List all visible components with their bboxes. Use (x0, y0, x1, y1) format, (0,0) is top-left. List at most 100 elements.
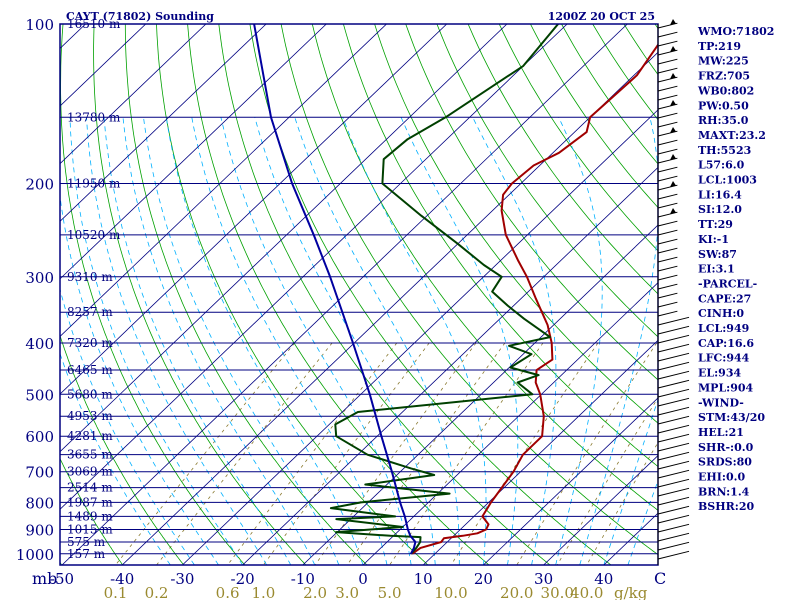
dry-adiabat-line (60, 334, 185, 565)
wind-barb (657, 406, 690, 416)
chart-title: CAYT (71802) Sounding (66, 10, 214, 23)
isotherm-line (61, 24, 628, 565)
wind-barb (657, 352, 690, 362)
index-entry: L57:6.0 (698, 159, 745, 172)
index-entry: WB0:802 (697, 84, 754, 97)
mixing-ratio-tick-label: 3.0 (335, 584, 359, 600)
isotherms (60, 24, 658, 565)
index-entry: SI:12.0 (698, 203, 742, 216)
parcel-profile (253, 24, 417, 555)
index-entry: HEL:21 (698, 426, 744, 439)
index-entry: CAP:16.6 (698, 337, 754, 350)
wind-barb (657, 121, 678, 128)
index-entry: KI:-1 (698, 233, 729, 246)
index-entry: EI:3.1 (698, 263, 735, 276)
mixing-ratio-line (156, 342, 333, 565)
wind-barb (657, 238, 678, 245)
temperature-tick-label: -10 (291, 570, 315, 588)
wind-barb (657, 274, 678, 281)
wind-barb (657, 301, 678, 308)
temperature-tick-label: -40 (110, 570, 134, 588)
mixing-ratio-line (263, 342, 430, 565)
height-label: 6465 m (67, 363, 113, 377)
height-label: 1015 m (67, 523, 113, 537)
height-label: 13780 m (67, 110, 121, 124)
wind-barb (657, 310, 678, 317)
wind-pennant (670, 100, 676, 106)
height-label: 4281 m (67, 429, 113, 443)
wind-barb (657, 370, 690, 380)
pressure-unit-label: mb (32, 569, 57, 588)
wind-barb (657, 67, 678, 74)
index-entry: LCL:949 (698, 322, 749, 335)
index-entry: STM:43/20 (698, 411, 765, 424)
wind-barb (657, 220, 678, 227)
height-label: 7320 m (67, 336, 113, 350)
wind-barb (657, 343, 690, 353)
wind-barb (657, 85, 678, 92)
dry-adiabat-line (467, 24, 658, 295)
wind-barb (657, 397, 690, 407)
dry-adiabat-line (187, 24, 490, 565)
dewpoint-profile (329, 24, 559, 555)
index-entry: TP:219 (698, 40, 741, 53)
index-entry: BRN:1.4 (698, 485, 750, 498)
wind-barb (657, 256, 678, 263)
plot-background (60, 24, 658, 565)
wind-barb (657, 523, 690, 533)
height-label: 11950 m (67, 176, 121, 190)
height-label: 3655 m (67, 448, 113, 462)
dry-adiabat-line (93, 24, 307, 565)
index-entry: MPL:904 (698, 381, 754, 394)
index-entry: LFC:944 (698, 352, 750, 365)
isotherm-line (60, 24, 207, 165)
wind-pennant (670, 154, 676, 160)
pressure-tick-label: 600 (25, 428, 54, 446)
index-entry: SW:87 (698, 248, 737, 261)
height-label: 157 m (67, 547, 106, 561)
wind-barb (657, 433, 690, 443)
wind-barb (657, 424, 690, 434)
wind-barb (657, 175, 678, 182)
sounding-profiles (253, 24, 658, 555)
temperature-tick-label: 10 (414, 570, 433, 588)
mixing-ratio-tick-label: 5.0 (378, 584, 402, 600)
wind-barbs (657, 19, 690, 560)
temperature-tick-label: 30 (534, 570, 553, 588)
isotherm-line (362, 282, 658, 565)
wind-barb (657, 94, 678, 101)
dry-adiabat-line (218, 24, 551, 565)
pressure-tick-label: 200 (25, 175, 54, 193)
isotherm-line (60, 24, 327, 280)
wind-barb (657, 460, 690, 470)
wind-barb (657, 496, 690, 506)
wind-barb (657, 451, 690, 461)
wind-barb (657, 478, 690, 488)
pressure-tick-label: 800 (25, 494, 54, 512)
temperature-tick-label: -20 (231, 570, 255, 588)
wind-pennant (670, 127, 676, 133)
temperature-unit-label: C (654, 569, 666, 588)
isotherm-line (60, 24, 448, 395)
mixing-ratio-unit-label: g/kg (614, 584, 648, 600)
dry-adiabat-line (498, 24, 658, 252)
mixing-ratio-lines (115, 342, 658, 565)
index-entry: CAPE:27 (698, 292, 751, 305)
height-label: 8257 m (67, 305, 113, 319)
dry-adiabat-line (311, 24, 658, 511)
isotherm-line (422, 339, 658, 565)
pressure-tick-label: 400 (25, 335, 54, 353)
height-label: 1987 m (67, 495, 113, 509)
dry-adiabat-line (405, 24, 658, 381)
index-entry: TT:29 (698, 218, 733, 231)
index-entry: LI:16.4 (698, 188, 742, 201)
dry-adiabat-line (249, 24, 612, 565)
height-label: 4953 m (67, 409, 113, 423)
wind-pennant (670, 73, 676, 79)
wind-pennant (670, 181, 676, 187)
wind-barb (657, 541, 690, 551)
pressure-tick-label: 900 (25, 522, 54, 540)
temperature-profile (411, 43, 658, 555)
wind-barb (657, 202, 678, 209)
